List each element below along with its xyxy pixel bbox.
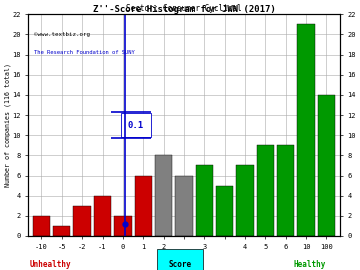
Bar bbox=[195, 166, 213, 236]
Bar bbox=[175, 176, 193, 236]
Bar bbox=[257, 145, 274, 236]
Bar bbox=[237, 166, 254, 236]
Text: Healthy: Healthy bbox=[293, 260, 326, 269]
Bar bbox=[94, 196, 111, 236]
Bar bbox=[297, 24, 315, 236]
Bar bbox=[318, 95, 335, 236]
Bar bbox=[33, 216, 50, 236]
Text: ©www.textbiz.org: ©www.textbiz.org bbox=[35, 32, 90, 37]
Bar bbox=[73, 206, 91, 236]
Bar bbox=[216, 185, 233, 236]
Text: Unhealthy: Unhealthy bbox=[30, 260, 71, 269]
Text: Sector: Consumer Cyclical: Sector: Consumer Cyclical bbox=[126, 4, 242, 13]
Bar bbox=[53, 226, 71, 236]
Bar bbox=[114, 216, 131, 236]
Text: The Research Foundation of SUNY: The Research Foundation of SUNY bbox=[35, 50, 135, 55]
Bar bbox=[277, 145, 294, 236]
Title: Z''-Score Histogram for JWN (2017): Z''-Score Histogram for JWN (2017) bbox=[93, 5, 275, 14]
Text: 0.1: 0.1 bbox=[128, 121, 144, 130]
Text: Score: Score bbox=[168, 260, 192, 269]
Bar bbox=[135, 176, 152, 236]
Bar bbox=[155, 155, 172, 236]
Y-axis label: Number of companies (116 total): Number of companies (116 total) bbox=[4, 63, 11, 187]
